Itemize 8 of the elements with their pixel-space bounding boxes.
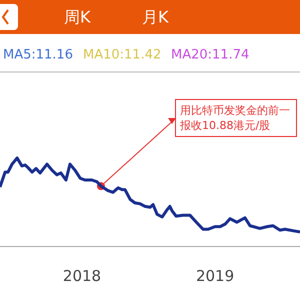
text: MA20:11.74 (171, 48, 250, 62)
x-tick-label: 2018 (62, 267, 102, 285)
text: MA5:11.16 (3, 48, 73, 62)
text: 周K (64, 8, 91, 26)
annotation: 用比特币发奖金的前一报收10.88港元/股 (179, 104, 290, 132)
x-tick-label: 2019 (196, 267, 234, 285)
text: 月K (142, 8, 169, 26)
text: MA10:11.42 (83, 48, 162, 62)
